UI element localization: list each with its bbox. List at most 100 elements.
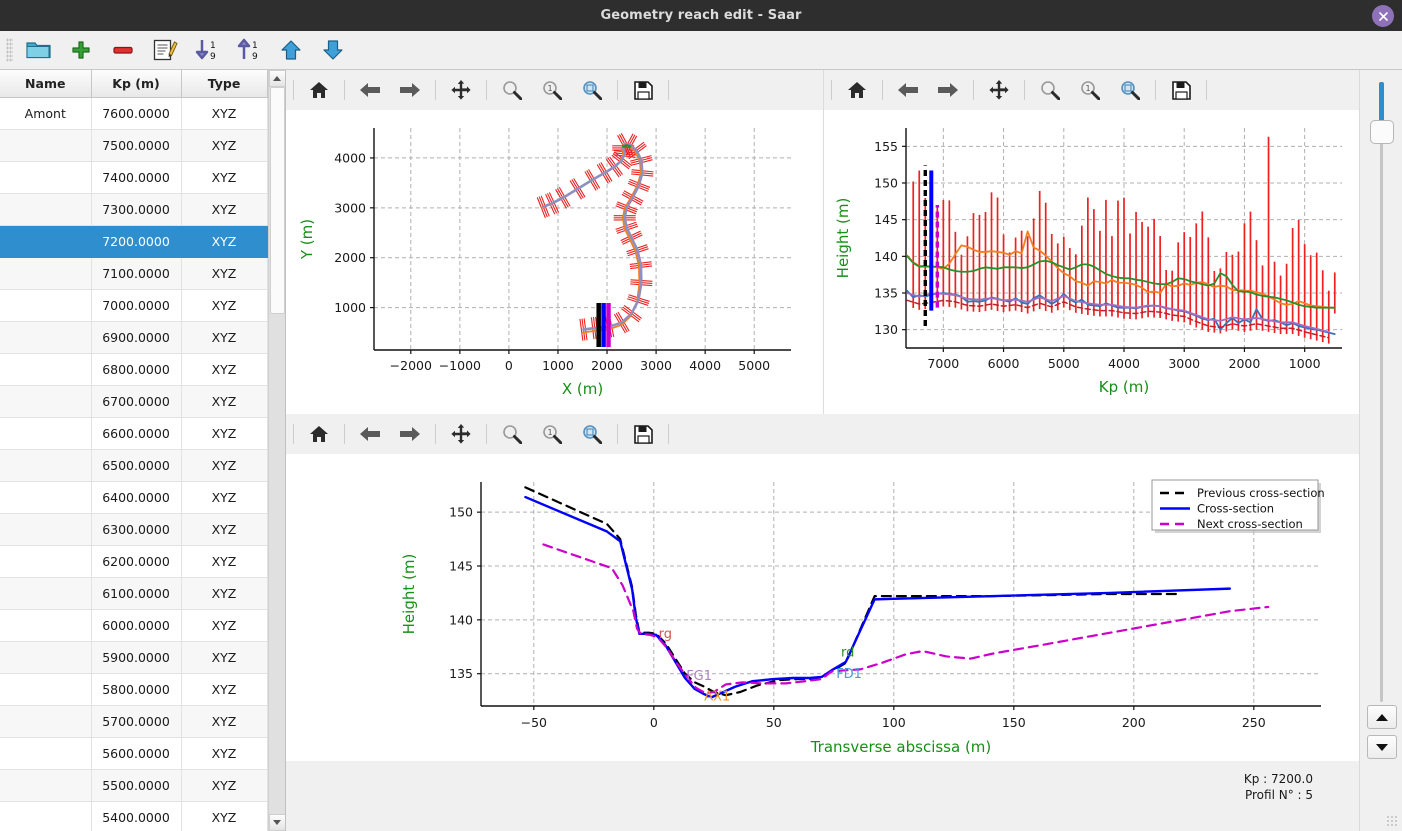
next-profile-button[interactable] — [1367, 735, 1397, 759]
cell-type[interactable]: XYZ — [181, 417, 268, 450]
cell-kp[interactable]: 5600.0000 — [91, 737, 182, 770]
table-row[interactable]: 5900.0000 XYZ — [0, 641, 268, 674]
previous-profile-button[interactable] — [1367, 705, 1397, 729]
cell-kp[interactable]: 7200.0000 — [91, 225, 182, 258]
cell-name[interactable] — [0, 577, 92, 610]
toolbar-drag-handle[interactable] — [6, 38, 13, 62]
table-row[interactable]: 5500.0000 XYZ — [0, 769, 268, 802]
close-icon[interactable] — [1372, 5, 1394, 27]
cell-type[interactable]: XYZ — [181, 97, 268, 130]
table-row[interactable]: 6900.0000 XYZ — [0, 321, 268, 354]
scrollbar-thumb[interactable] — [269, 87, 285, 314]
cell-type[interactable]: XYZ — [181, 609, 268, 642]
table-row[interactable]: 7500.0000 XYZ — [0, 129, 268, 162]
cell-type[interactable]: XYZ — [181, 513, 268, 546]
forward-button[interactable] — [390, 73, 430, 107]
table-row[interactable]: 7000.0000 XYZ — [0, 289, 268, 322]
cell-name[interactable] — [0, 449, 92, 482]
cell-kp[interactable]: 5400.0000 — [91, 801, 182, 831]
table-row[interactable]: 5800.0000 XYZ — [0, 673, 268, 706]
table-row[interactable]: 5600.0000 XYZ — [0, 737, 268, 770]
cell-name[interactable] — [0, 641, 92, 674]
home-button[interactable] — [837, 73, 877, 107]
table-row[interactable]: 7100.0000 XYZ — [0, 257, 268, 290]
cell-name[interactable] — [0, 289, 92, 322]
cell-type[interactable]: XYZ — [181, 321, 268, 354]
cell-name[interactable] — [0, 129, 92, 162]
zoom-one-button[interactable]: 1 — [1070, 73, 1110, 107]
cell-type[interactable]: XYZ — [181, 801, 268, 831]
table-row[interactable]: 6000.0000 XYZ — [0, 609, 268, 642]
table-row[interactable]: 6100.0000 XYZ — [0, 577, 268, 610]
move-up-button[interactable] — [273, 35, 309, 65]
cell-kp[interactable]: 5800.0000 — [91, 673, 182, 706]
cell-kp[interactable]: 7300.0000 — [91, 193, 182, 226]
cell-kp[interactable]: 7000.0000 — [91, 289, 182, 322]
table-row[interactable]: 5700.0000 XYZ — [0, 705, 268, 738]
forward-button[interactable] — [390, 417, 430, 451]
table-row[interactable]: 6600.0000 XYZ — [0, 417, 268, 450]
cell-kp[interactable]: 6600.0000 — [91, 417, 182, 450]
zoom-out-button[interactable] — [1030, 73, 1070, 107]
edit-button[interactable] — [147, 35, 183, 65]
save-button[interactable] — [623, 73, 663, 107]
cell-type[interactable]: XYZ — [181, 193, 268, 226]
table-row[interactable]: 6500.0000 XYZ — [0, 449, 268, 482]
cell-kp[interactable]: 6200.0000 — [91, 545, 182, 578]
cell-type[interactable]: XYZ — [181, 481, 268, 514]
cell-name[interactable] — [0, 705, 92, 738]
pan-button[interactable] — [441, 417, 481, 451]
cell-name[interactable] — [0, 193, 92, 226]
cell-type[interactable]: XYZ — [181, 257, 268, 290]
cell-type[interactable]: XYZ — [181, 129, 268, 162]
zoom-out-button[interactable] — [492, 417, 532, 451]
table-row[interactable]: 5400.0000 XYZ — [0, 801, 268, 831]
scrollbar-track[interactable] — [268, 87, 285, 814]
table-row[interactable]: 6400.0000 XYZ — [0, 481, 268, 514]
zoom-out-button[interactable] — [492, 73, 532, 107]
table-row[interactable]: 7200.0000 XYZ — [0, 225, 268, 258]
cell-type[interactable]: XYZ — [181, 769, 268, 802]
cell-name[interactable] — [0, 353, 92, 386]
pan-button[interactable] — [979, 73, 1019, 107]
add-button[interactable] — [63, 35, 99, 65]
scroll-up-button[interactable] — [268, 70, 285, 87]
cell-type[interactable]: XYZ — [181, 353, 268, 386]
remove-button[interactable] — [105, 35, 141, 65]
cell-kp[interactable]: 7400.0000 — [91, 161, 182, 194]
back-button[interactable] — [350, 417, 390, 451]
cell-type[interactable]: XYZ — [181, 737, 268, 770]
table-scrollbar[interactable] — [267, 70, 285, 831]
cell-kp[interactable]: 7500.0000 — [91, 129, 182, 162]
cell-type[interactable]: XYZ — [181, 545, 268, 578]
column-header-name[interactable]: Name — [0, 70, 92, 98]
resize-grip[interactable] — [1386, 815, 1398, 827]
cell-kp[interactable]: 6000.0000 — [91, 609, 182, 642]
column-header-type[interactable]: Type — [181, 70, 268, 98]
plan-view-canvas[interactable]: −2000 −1000 0 1000 2000 3000 4000 5000 1000 2000 3… — [286, 110, 823, 414]
cell-kp[interactable]: 6900.0000 — [91, 321, 182, 354]
cell-kp[interactable]: 6700.0000 — [91, 385, 182, 418]
cell-type[interactable]: XYZ — [181, 385, 268, 418]
cell-name[interactable] — [0, 385, 92, 418]
zoom-rect-button[interactable] — [572, 73, 612, 107]
cell-name[interactable] — [0, 673, 92, 706]
home-button[interactable] — [299, 73, 339, 107]
cell-name[interactable] — [0, 481, 92, 514]
cell-name[interactable]: Amont — [0, 97, 92, 130]
move-down-button[interactable] — [315, 35, 351, 65]
cell-type[interactable]: XYZ — [181, 705, 268, 738]
table-row[interactable]: 6200.0000 XYZ — [0, 545, 268, 578]
cell-type[interactable]: XYZ — [181, 641, 268, 674]
cell-kp[interactable]: 6400.0000 — [91, 481, 182, 514]
cell-kp[interactable]: 7600.0000 — [91, 97, 182, 130]
table-row[interactable]: Amont 7600.0000 XYZ — [0, 97, 268, 130]
slider-track[interactable] — [1380, 82, 1383, 702]
table-row[interactable]: 7300.0000 XYZ — [0, 193, 268, 226]
cell-type[interactable]: XYZ — [181, 161, 268, 194]
zoom-one-button[interactable]: 1 — [532, 73, 572, 107]
cell-kp[interactable]: 6300.0000 — [91, 513, 182, 546]
cell-name[interactable] — [0, 801, 92, 831]
back-button[interactable] — [350, 73, 390, 107]
cell-name[interactable] — [0, 417, 92, 450]
